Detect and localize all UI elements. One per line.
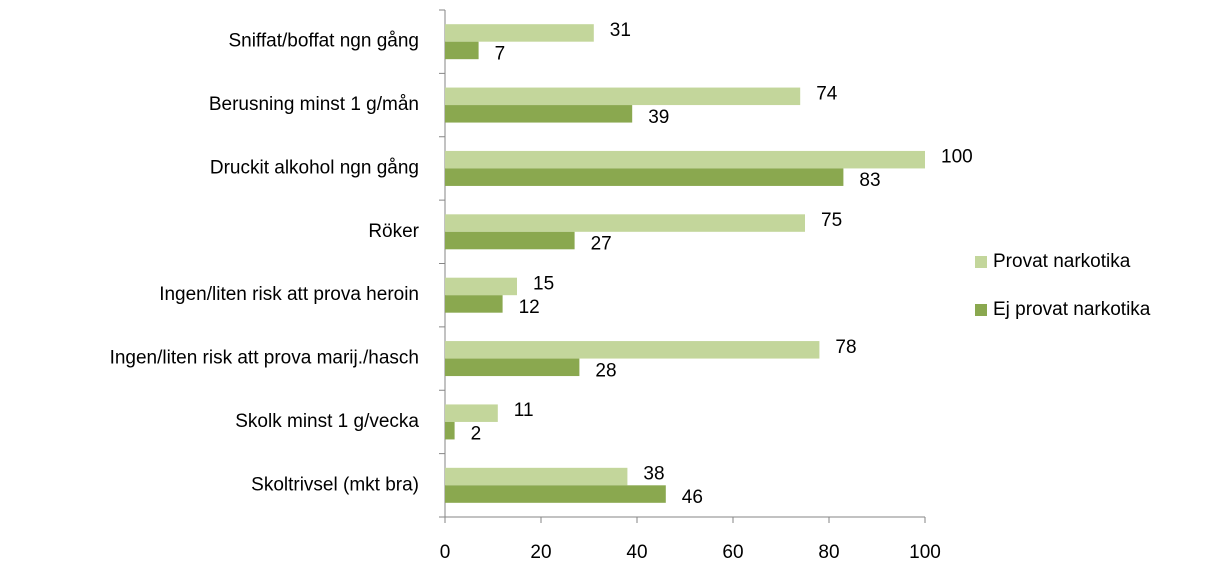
category-label: Skolk minst 1 g/vecka <box>235 411 419 432</box>
x-tick-label: 40 <box>626 542 647 563</box>
bar <box>445 358 580 377</box>
x-tick-label: 100 <box>909 542 941 563</box>
data-label: 11 <box>514 400 534 421</box>
data-label: 83 <box>859 170 880 191</box>
legend-label: Ej provat narkotika <box>993 299 1151 320</box>
x-tick-label: 80 <box>818 542 839 563</box>
data-label: 78 <box>835 337 856 358</box>
bar <box>445 41 479 60</box>
category-label: Ingen/liten risk att prova heroin <box>159 284 419 305</box>
category-label: Sniffat/boffat ngn gång <box>228 31 419 52</box>
bar <box>445 277 517 296</box>
legend-swatch <box>975 304 987 316</box>
bar <box>445 214 805 232</box>
data-label: 27 <box>591 234 612 255</box>
data-label: 74 <box>816 83 838 104</box>
category-label: Ingen/liten risk att prova marij./hasch <box>110 348 419 369</box>
bar <box>445 24 594 42</box>
data-label: 2 <box>471 424 482 445</box>
data-label: 15 <box>533 273 554 294</box>
x-tick-label: 20 <box>530 542 551 563</box>
category-label: Röker <box>368 221 419 242</box>
data-label: 31 <box>610 20 631 41</box>
bar <box>445 87 801 106</box>
data-label: 7 <box>495 43 506 64</box>
data-label: 39 <box>648 107 669 128</box>
bar <box>445 341 820 359</box>
data-label: 38 <box>643 464 664 485</box>
data-label: 46 <box>682 487 703 508</box>
bar <box>445 231 575 250</box>
data-label: 75 <box>821 210 842 231</box>
category-label: Skoltrivsel (mkt bra) <box>251 474 419 495</box>
legend-swatch <box>975 256 987 268</box>
bar <box>445 105 633 123</box>
bar <box>445 421 455 440</box>
data-label: 12 <box>519 297 540 318</box>
bar <box>445 485 666 503</box>
data-label: 100 <box>941 147 973 168</box>
legend-label: Provat narkotika <box>993 251 1131 272</box>
bar <box>445 467 628 486</box>
bar <box>445 168 844 186</box>
x-tick-label: 0 <box>440 542 451 563</box>
data-label: 28 <box>595 360 616 381</box>
bar <box>445 295 503 313</box>
bar <box>445 404 498 422</box>
x-tick-label: 60 <box>722 542 743 563</box>
category-label: Druckit alkohol ngn gång <box>210 157 419 178</box>
bar <box>445 150 925 169</box>
category-label: Berusning minst 1 g/mån <box>209 94 419 115</box>
